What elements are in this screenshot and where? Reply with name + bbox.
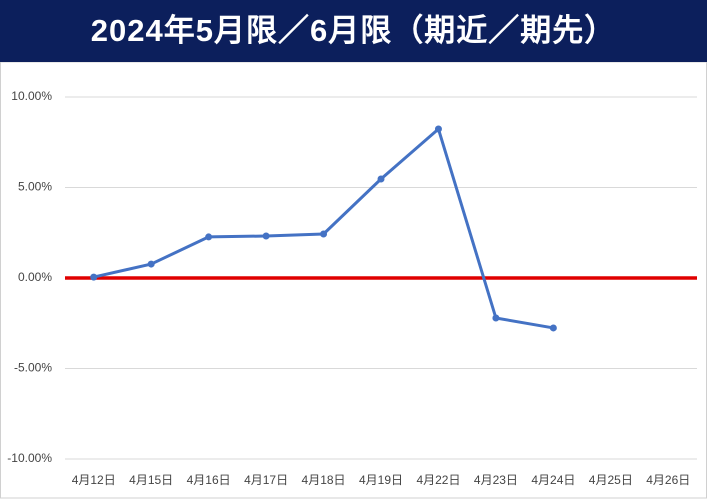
x-tick-label: 4月15日: [129, 473, 173, 487]
data-point: [90, 273, 98, 281]
x-tick-label: 4月26日: [646, 473, 690, 487]
data-point: [147, 260, 155, 268]
data-point: [262, 232, 270, 240]
data-point: [549, 324, 557, 332]
chart-frame: [0, 61, 707, 499]
x-tick-label: 4月22日: [416, 473, 460, 487]
chart-title: 2024年5月限／6月限（期近／期先）: [0, 0, 707, 62]
data-point: [320, 230, 328, 238]
x-tick-label: 4月24日: [531, 473, 575, 487]
x-tick-label: 4月25日: [589, 473, 633, 487]
x-tick-label: 4月17日: [244, 473, 288, 487]
data-point: [377, 175, 385, 183]
data-point: [492, 314, 500, 322]
y-tick-label: 10.00%: [11, 89, 52, 103]
x-tick-label: 4月19日: [359, 473, 403, 487]
x-tick-label: 4月16日: [187, 473, 231, 487]
data-point: [205, 233, 213, 241]
x-tick-label: 4月12日: [72, 473, 116, 487]
x-tick-label: 4月23日: [474, 473, 518, 487]
data-point: [434, 125, 442, 133]
x-tick-label: 4月18日: [302, 473, 346, 487]
y-tick-label: -10.00%: [7, 451, 52, 465]
y-tick-label: 0.00%: [18, 270, 52, 284]
y-tick-label: 5.00%: [18, 180, 52, 194]
y-tick-label: -5.00%: [14, 361, 52, 375]
